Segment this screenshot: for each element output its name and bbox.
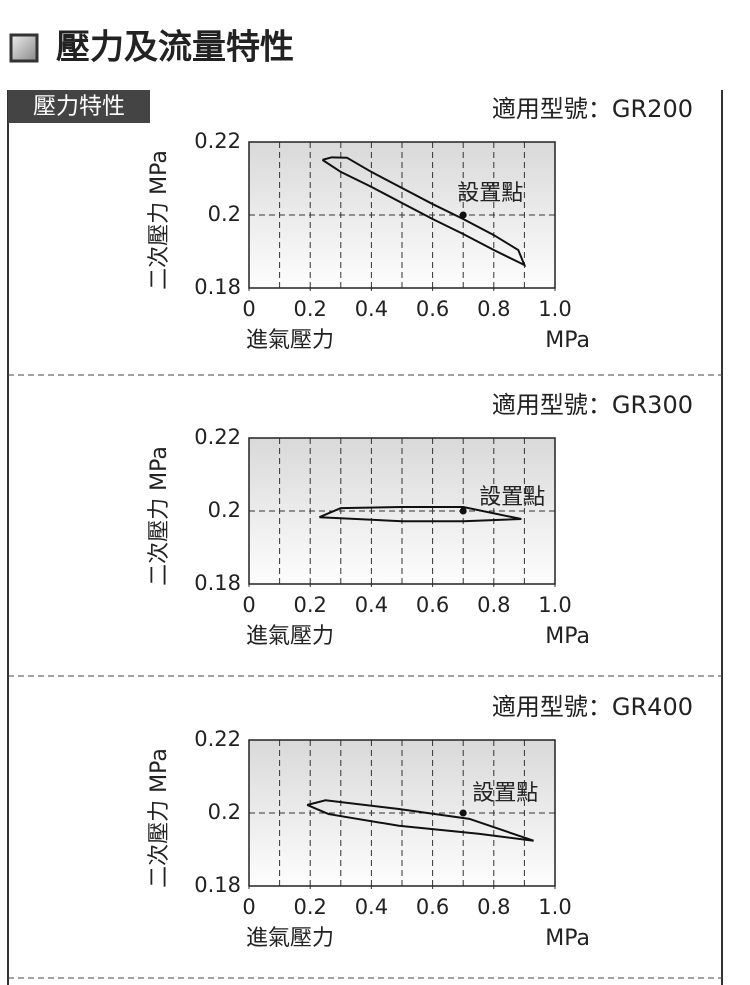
set-point — [459, 507, 467, 515]
curve — [321, 156, 527, 268]
x-axis-label: 進氣壓力 — [246, 926, 334, 951]
x-tick-label: 0 — [242, 593, 255, 617]
x-unit: MPa — [545, 624, 590, 649]
y-axis-label: 二次壓力 MPa — [147, 150, 172, 290]
x-tick-label: 0.8 — [477, 297, 510, 321]
x-tick-label: 1.0 — [538, 895, 571, 919]
x-tick-label: 0.2 — [293, 593, 326, 617]
x-tick-label: 1.0 — [538, 593, 571, 617]
curve — [306, 799, 534, 842]
annotation: 設置點 — [457, 181, 523, 206]
y-tick-label: 0.18 — [194, 275, 241, 299]
y-tick-label: 0.22 — [194, 129, 241, 153]
curve — [318, 505, 522, 523]
page-title: 壓力及流量特性 — [56, 28, 294, 68]
title-icon — [9, 33, 39, 63]
x-tick-label: 0.4 — [355, 297, 388, 321]
x-tick-label: 1.0 — [538, 297, 571, 321]
y-tick-label: 0.18 — [194, 571, 241, 595]
y-tick-label: 0.2 — [208, 800, 241, 824]
set-point — [459, 211, 467, 219]
x-tick-label: 0.2 — [293, 895, 326, 919]
x-unit: MPa — [545, 328, 590, 353]
x-axis-label: 進氣壓力 — [246, 328, 334, 353]
chart-title: 適用型號：GR200 — [492, 95, 693, 123]
x-tick-label: 0 — [242, 297, 255, 321]
set-point — [459, 809, 467, 817]
section-tag — [8, 90, 150, 123]
section-label: 壓力特性 — [33, 94, 125, 120]
x-tick-label: 0.6 — [416, 593, 449, 617]
x-tick-label: 0.8 — [477, 593, 510, 617]
x-tick-label: 0 — [242, 895, 255, 919]
x-tick-label: 0.4 — [355, 593, 388, 617]
chart-title: 適用型號：GR400 — [492, 693, 693, 721]
y-tick-label: 0.2 — [208, 202, 241, 226]
x-axis-label: 進氣壓力 — [246, 624, 334, 649]
y-axis-label: 二次壓力 MPa — [147, 446, 172, 586]
x-tick-label: 0.8 — [477, 895, 510, 919]
x-tick-label: 0.6 — [416, 297, 449, 321]
plot-frame — [248, 739, 556, 887]
x-tick-label: 0.4 — [355, 895, 388, 919]
annotation: 設置點 — [472, 781, 538, 806]
y-axis-label: 二次壓力 MPa — [147, 748, 172, 888]
chart-title: 適用型號：GR300 — [492, 391, 693, 419]
y-tick-label: 0.18 — [194, 873, 241, 897]
y-tick-label: 0.22 — [194, 425, 241, 449]
plot-frame — [248, 141, 556, 289]
x-unit: MPa — [545, 926, 590, 951]
x-tick-label: 0.6 — [416, 895, 449, 919]
plot-frame — [248, 437, 556, 585]
y-tick-label: 0.22 — [194, 727, 241, 751]
annotation: 設置點 — [479, 485, 545, 510]
y-tick-label: 0.2 — [208, 498, 241, 522]
x-tick-label: 0.2 — [293, 297, 326, 321]
